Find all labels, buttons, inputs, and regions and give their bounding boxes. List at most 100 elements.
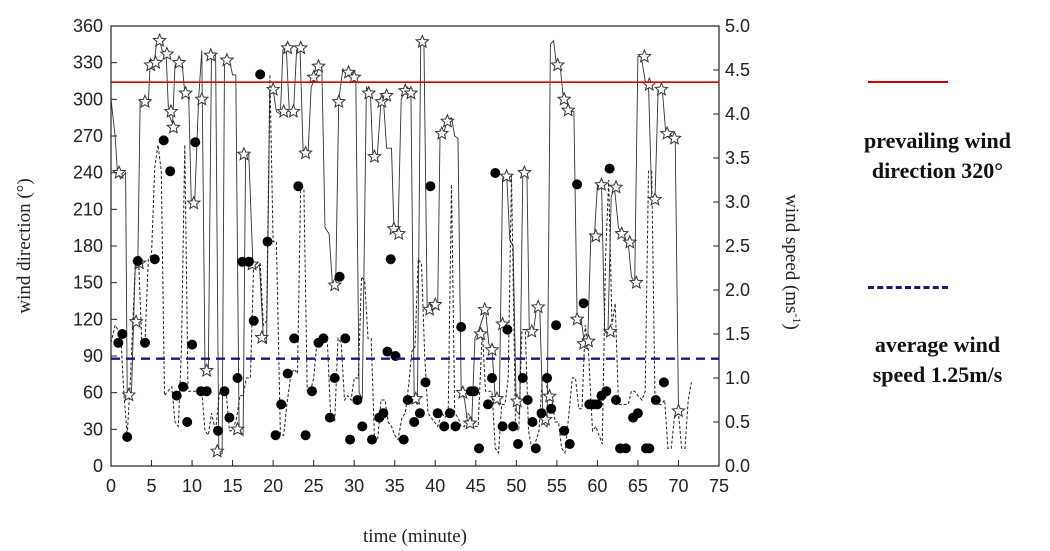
legend-direction-line2: direction 320° [871,158,1004,183]
speed-dot-marker-68 [522,395,533,405]
speed-dot-marker-65 [508,421,519,432]
direction-star-marker-48 [439,113,455,128]
direction-star-marker-52 [477,301,493,316]
speed-dot-marker-21 [248,315,259,326]
y-left-tick-label-7: 210 [73,199,103,219]
direction-star-marker-71 [602,323,618,338]
speed-dot-marker-40 [367,434,377,445]
speed-dot-marker-53 [439,421,450,432]
reference-lines [111,81,719,360]
direction-star-marker-0 [111,164,127,179]
speed-dot-marker-20 [243,256,254,267]
direction-star-marker-24 [276,103,292,118]
speed-dot-marker-38 [352,395,363,405]
x-tick-label-7: 35 [385,476,405,496]
x-tick-label-1: 5 [147,476,157,496]
legend-direction-line1: prevailing wind [864,128,1011,153]
x-tick-label-14: 70 [668,476,688,496]
direction-star-marker-35 [361,85,377,100]
direction-star-marker-9 [163,103,179,118]
speed-dot-marker-70 [530,443,541,454]
speed-dot-marker-62 [490,168,501,178]
direction-star-marker-51 [473,326,489,341]
direction-star-marker-31 [327,277,343,292]
speed-dot-marker-23 [262,236,273,247]
speed-dot-marker-93 [658,377,669,388]
x-tick-label-8: 40 [425,476,445,496]
speed-dot-marker-71 [536,408,547,419]
direction-star-marker-14 [194,91,210,106]
speed-dot-marker-3 [132,256,143,266]
speed-dot-marker-44 [385,254,396,265]
direction-star-marker-29 [306,69,322,84]
direction-star-marker-47 [434,125,450,140]
speed-dot-marker-85 [611,395,621,405]
speed-dot-marker-77 [572,179,583,190]
x-tick-label-10: 50 [506,476,526,496]
speed-dot-marker-78 [578,298,589,309]
direction-star-marker-74 [622,234,638,249]
direction-star-marker-25 [280,40,296,55]
speed-dot-marker-84 [604,163,615,174]
y-left-tick-label-9: 270 [73,126,103,146]
y-right-tick-label-6: 3.0 [725,192,750,212]
direction-star-marker-27 [293,40,309,55]
direction-star-marker-73 [614,225,630,241]
speed-dot-marker-10 [182,417,193,427]
speed-dot-marker-14 [201,386,212,397]
speed-dot-marker-66 [513,439,523,449]
speed-dot-marker-89 [632,408,643,419]
direction-star-marker-22 [254,329,270,344]
speed-dot-marker-12 [190,137,201,148]
speed-dot-marker-52 [432,408,443,419]
speed-dot-marker-25 [276,399,287,410]
speed-dot-marker-5 [149,254,160,265]
y-right-tick-label-8: 4.0 [725,104,750,124]
speed-dot-marker-42 [378,408,389,419]
direction-star-marker-28 [298,145,313,160]
speed-dot-marker-27 [289,333,300,344]
y-left-tick-label-1: 30 [83,419,103,439]
direction-star-marker-46 [427,296,443,311]
speed-dot-marker-26 [282,368,293,379]
direction-star-marker-62 [542,388,558,403]
direction-star-marker-70 [594,177,609,192]
speed-dot-marker-76 [564,439,575,449]
speed-dot-marker-54 [444,408,455,419]
direction-star-marker-76 [636,48,652,63]
direction-star-marker-66 [569,311,585,326]
y-left-tick-label-0: 0 [93,456,103,476]
speed-dot-marker-92 [650,395,661,405]
direction-star-marker-82 [671,403,686,418]
speed-dot-marker-32 [318,333,329,344]
direction-star-marker-13 [186,195,202,210]
direction-star-marker-37 [374,94,390,109]
speed-dot-marker-74 [551,320,562,331]
direction-star-marker-79 [654,81,669,96]
direction-star-marker-17 [209,443,225,458]
direction-star-marker-15 [199,362,215,377]
speed-dot-marker-60 [483,399,493,410]
legend-direction-swatch [868,81,948,83]
y-left-tick-label-11: 330 [73,53,103,73]
speed-dot-marker-15 [213,425,223,436]
direction-star-marker-56 [499,168,515,183]
y-left-tick-label-5: 150 [73,273,103,293]
speed-dot-marker-59 [474,443,484,454]
y-right-tick-label-0: 0.0 [725,456,750,476]
y-right-axis-title: wind speed (ms-1) [781,194,804,330]
y-right-tick-label-10: 5.0 [725,16,750,36]
speed-dot-marker-35 [334,271,345,282]
speed-dot-marker-47 [402,395,413,405]
speed-dot-marker-51 [425,181,436,192]
speed-dot-marker-6 [158,135,169,146]
direction-star-marker-68 [581,333,596,348]
y-right-tick-label-1: 0.5 [725,412,750,432]
direction-star-marker-34 [346,69,362,84]
legend-speed-line1: average wind [874,332,1001,357]
speed-dot-marker-81 [592,399,603,410]
speed-dot-marker-0 [113,337,124,348]
direction-star-marker-60 [530,299,546,314]
speed-dot-marker-33 [324,412,335,423]
